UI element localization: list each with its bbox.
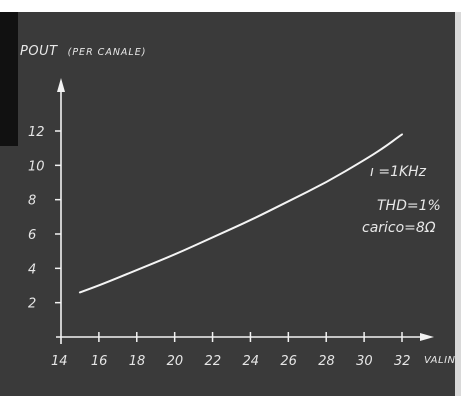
x-tick-label: 32 [394,354,411,369]
x-tick-label: 18 [129,354,146,369]
y-tick-label: 12 [28,125,45,140]
y-tick-label: 10 [28,159,45,174]
x-ticks: 14 16 18 20 22 24 26 28 30 32 [51,332,411,369]
x-tick-label: 26 [280,354,297,369]
y-axis-arrow [57,78,65,92]
annotation-load: carico=8Ω [362,220,436,236]
y-tick-label: 8 [28,194,36,209]
x-tick-label: 14 [51,354,68,369]
y-tick-label: 4 [28,262,36,277]
x-tick-label: 28 [318,354,335,369]
x-axis-arrow [420,333,434,341]
y-axis-label-sub: (PER CANALE) [68,47,147,58]
x-tick-label: 22 [205,354,222,369]
y-axis-label-main: POUT [20,44,58,59]
x-tick-label: 16 [91,354,108,369]
x-tick-label: 30 [356,354,373,369]
left-black-strip [0,12,18,146]
bottom-margin [0,396,461,411]
y-axis-label: POUT (PER CANALE) [20,40,146,59]
x-tick-label: 20 [167,354,184,369]
x-tick-label: 24 [242,354,259,369]
right-edge [455,12,461,396]
y-tick-label: 6 [28,228,36,243]
y-ticks: 2 4 6 8 10 12 [28,125,61,312]
annotation-thd: THD=1% [377,198,441,214]
x-axis-label: VALIN [424,355,456,366]
top-margin [0,0,461,12]
series-line [78,133,403,294]
annotation-frequency: ı =1KHz [370,164,427,180]
y-tick-label: 2 [28,297,36,312]
